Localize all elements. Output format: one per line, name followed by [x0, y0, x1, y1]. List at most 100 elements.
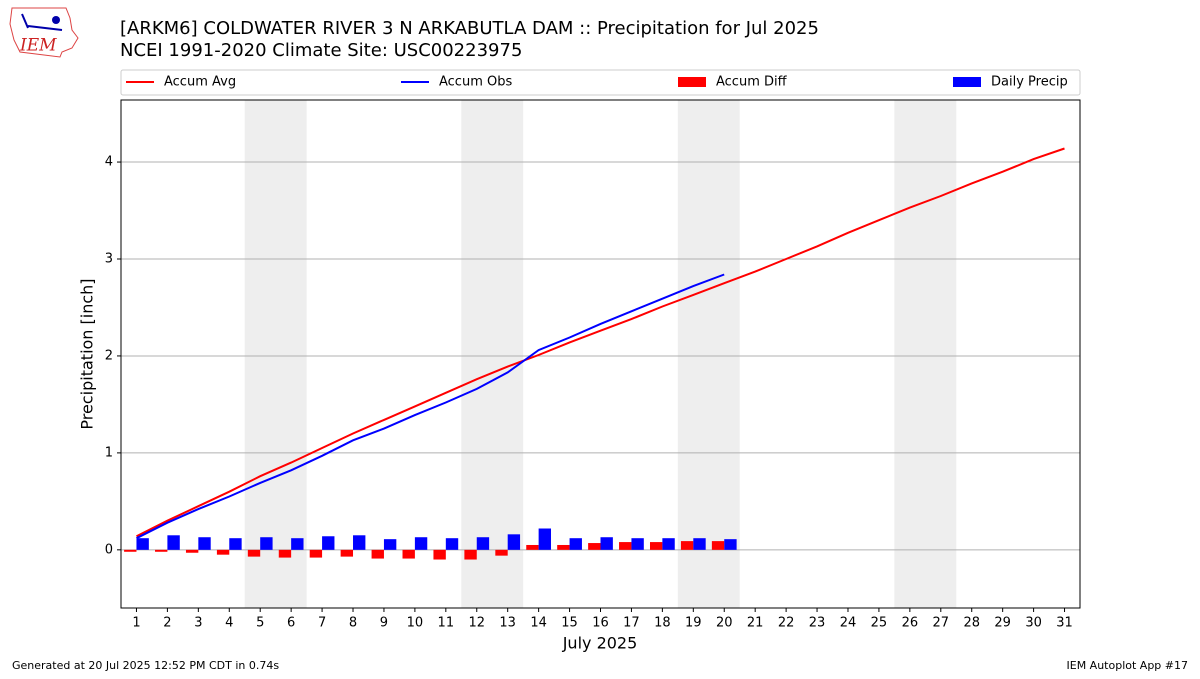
x-tick-label: 23: [809, 616, 826, 631]
x-tick-label: 6: [287, 616, 295, 631]
bar: [216, 549, 230, 555]
x-tick-label: 2: [163, 616, 171, 631]
x-tick-label: 14: [530, 616, 547, 631]
x-tick-label: 3: [194, 616, 202, 631]
legend-label: Accum Avg: [164, 75, 236, 90]
bar: [167, 535, 180, 550]
x-tick-label: 17: [623, 616, 640, 631]
bar: [247, 549, 261, 557]
bar: [538, 528, 552, 550]
x-tick-label: 18: [654, 616, 671, 631]
bar: [198, 537, 211, 550]
bar: [631, 538, 644, 550]
x-tick-label: 26: [902, 616, 919, 631]
bar: [662, 538, 675, 550]
x-tick-label: 28: [963, 616, 980, 631]
x-tick-label: 16: [592, 616, 609, 631]
bar: [291, 538, 304, 550]
x-tick-label: 30: [1025, 616, 1042, 631]
bar: [383, 539, 397, 550]
bar: [155, 549, 168, 552]
x-tick-label: 7: [318, 616, 326, 631]
weekend-shade: [461, 100, 524, 608]
bar: [464, 549, 477, 560]
x-tick-label: 8: [349, 616, 357, 631]
bar: [619, 542, 632, 550]
x-tick-label: 21: [747, 616, 764, 631]
legend-label: Daily Precip: [991, 75, 1068, 90]
bar: [414, 537, 428, 550]
bar: [229, 538, 242, 550]
bar: [185, 549, 199, 553]
weekend-shade: [244, 100, 307, 608]
x-tick-label: 19: [685, 616, 702, 631]
x-tick-label: 22: [778, 616, 795, 631]
logo-text: IEM: [19, 36, 57, 56]
bar: [711, 541, 725, 550]
x-tick-label: 4: [225, 616, 233, 631]
x-tick-label: 10: [407, 616, 424, 631]
bar: [649, 542, 663, 550]
bar: [680, 541, 694, 550]
x-axis-label: July 2025: [562, 634, 638, 653]
chart-subtitle: NCEI 1991-2020 Climate Site: USC00223975: [120, 40, 522, 61]
x-tick-label: 12: [468, 616, 485, 631]
bar: [136, 538, 149, 550]
weekend-shade: [677, 100, 740, 608]
logo-icon: [27, 25, 63, 31]
bar: [495, 549, 508, 556]
plot-frame: [120, 99, 1081, 609]
footer-right: IEM Autoplot App #17: [1067, 659, 1189, 672]
legend-label: Accum Obs: [439, 75, 512, 90]
logo-icon: [52, 16, 60, 24]
x-tick-label: 27: [933, 616, 950, 631]
bar: [309, 549, 323, 558]
x-tick-label: 25: [871, 616, 888, 631]
y-axis-label: Precipitation [inch]: [78, 278, 97, 429]
bar: [445, 538, 459, 550]
y-tick-label: 2: [105, 348, 113, 363]
bar: [476, 537, 490, 550]
legend-label: Accum Diff: [716, 75, 788, 90]
logo-outline: [9, 7, 79, 58]
bar: [526, 544, 539, 550]
bar: [724, 539, 737, 550]
bar: [693, 538, 706, 550]
x-tick-label: 20: [716, 616, 733, 631]
y-tick-label: 3: [105, 251, 113, 266]
x-tick-label: 15: [561, 616, 578, 631]
bar: [322, 536, 335, 550]
bar: [600, 537, 613, 550]
line: [136, 273, 725, 540]
logo-icon: [21, 13, 29, 29]
bar: [124, 549, 137, 552]
legend-swatch: [953, 77, 981, 87]
bar: [588, 543, 601, 550]
y-tick-label: 0: [105, 542, 113, 557]
bar: [260, 537, 273, 550]
bar: [340, 549, 354, 557]
bar: [557, 544, 570, 550]
x-tick-label: 29: [994, 616, 1011, 631]
x-tick-label: 11: [438, 616, 455, 631]
x-tick-label: 1: [132, 616, 140, 631]
line: [136, 147, 1065, 538]
x-tick-label: 13: [499, 616, 516, 631]
bar: [353, 535, 366, 550]
bar: [569, 538, 582, 550]
weekend-shade: [894, 100, 957, 608]
x-tick-label: 24: [840, 616, 857, 631]
bar: [278, 549, 292, 558]
y-tick-label: 4: [105, 155, 113, 170]
bar: [402, 549, 415, 559]
chart-title: [ARKM6] COLDWATER RIVER 3 N ARKABUTLA DA…: [120, 18, 819, 39]
logo: IEM: [9, 7, 79, 58]
x-tick-label: 31: [1056, 616, 1073, 631]
legend: [120, 69, 1081, 96]
bar: [371, 549, 384, 559]
y-tick-label: 1: [105, 445, 113, 460]
x-tick-label: 9: [380, 616, 388, 631]
bar: [507, 534, 521, 550]
